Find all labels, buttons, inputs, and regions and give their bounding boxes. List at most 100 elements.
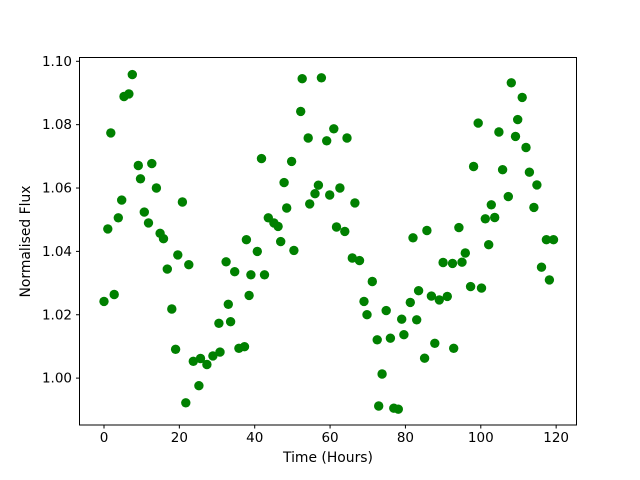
- data-point: [241, 235, 252, 245]
- data-point: [252, 246, 262, 257]
- data-point: [367, 276, 377, 287]
- data-point: [484, 240, 494, 250]
- data-point: [362, 310, 372, 320]
- data-point: [282, 203, 292, 213]
- data-point: [167, 304, 177, 314]
- data-point: [342, 133, 352, 143]
- plot-frame: [79, 57, 577, 426]
- data-point: [170, 344, 181, 354]
- data-point: [188, 356, 198, 366]
- data-point: [476, 283, 487, 293]
- data-point: [103, 224, 113, 234]
- data-point: [480, 214, 490, 224]
- data-point: [399, 330, 409, 340]
- data-point: [412, 315, 422, 325]
- data-point: [305, 199, 315, 209]
- data-point: [513, 114, 523, 125]
- data-point: [517, 92, 527, 103]
- data-point: [447, 258, 458, 269]
- data-point: [335, 183, 345, 193]
- data-point: [195, 353, 206, 364]
- axis-tick-labels: 0 20 40 60 80 100 120 1.00 1.02 1.04 1.06 1.08 1.10: [42, 54, 569, 446]
- data-point: [173, 250, 183, 260]
- data-point: [162, 264, 172, 274]
- x-axis-label: Time (Hours): [282, 450, 373, 466]
- data-point: [497, 165, 508, 175]
- data-point: [276, 236, 286, 247]
- data-point: [532, 180, 542, 190]
- data-point: [322, 136, 332, 146]
- data-point: [347, 253, 357, 263]
- data-point: [381, 305, 391, 316]
- data-point: [133, 160, 143, 171]
- data-point: [457, 257, 467, 267]
- data-point: [279, 177, 289, 188]
- y-tick-label: 1.10: [42, 54, 72, 70]
- y-tick-label: 1.06: [42, 181, 72, 197]
- data-point: [259, 270, 270, 280]
- data-point: [385, 333, 396, 343]
- data-point: [181, 398, 191, 408]
- data-point: [541, 235, 552, 245]
- data-point: [147, 158, 157, 169]
- data-point: [325, 190, 335, 200]
- data-point: [202, 359, 212, 370]
- axis-ticks: [76, 60, 557, 429]
- data-point: [158, 234, 169, 244]
- data-point: [490, 212, 500, 223]
- data-point: [548, 235, 559, 245]
- data-point: [536, 262, 547, 272]
- data-point: [434, 295, 444, 305]
- data-point: [340, 226, 350, 237]
- data-point: [426, 291, 437, 301]
- x-tick-label: 0: [100, 430, 109, 446]
- x-tick-label: 120: [543, 430, 569, 446]
- data-point: [109, 289, 119, 300]
- y-tick-label: 1.04: [42, 244, 72, 260]
- data-points: [99, 69, 559, 414]
- data-point: [303, 133, 313, 143]
- data-point: [449, 343, 459, 353]
- data-point: [214, 318, 224, 328]
- data-point: [215, 347, 225, 357]
- data-point: [510, 131, 521, 142]
- data-point: [296, 106, 306, 117]
- y-tick-label: 1.02: [42, 307, 72, 323]
- data-point: [494, 127, 504, 137]
- y-tick-label: 1.08: [42, 117, 72, 133]
- data-point: [372, 335, 382, 345]
- data-point: [473, 118, 483, 128]
- data-point: [177, 197, 188, 207]
- x-tick-label: 100: [468, 430, 494, 446]
- data-point: [521, 142, 531, 153]
- data-point: [273, 221, 283, 232]
- data-point: [117, 195, 127, 205]
- data-point: [184, 260, 194, 270]
- data-point: [413, 286, 424, 296]
- data-point: [225, 317, 236, 327]
- data-point: [239, 342, 250, 352]
- data-point: [151, 183, 162, 193]
- data-point: [106, 128, 116, 138]
- data-point: [529, 202, 539, 213]
- data-point: [329, 124, 339, 134]
- data-point: [503, 191, 513, 202]
- y-axis-label: Normalised Flux: [18, 185, 34, 297]
- data-point: [194, 381, 204, 391]
- data-point: [135, 174, 146, 184]
- data-point: [486, 200, 496, 210]
- data-point: [524, 167, 535, 177]
- data-point: [286, 156, 297, 167]
- data-point: [297, 74, 307, 84]
- data-point: [246, 270, 256, 280]
- data-point: [377, 369, 387, 379]
- data-point: [350, 198, 360, 208]
- data-point: [256, 153, 267, 164]
- x-tick-label: 20: [171, 430, 188, 446]
- data-point: [397, 314, 407, 324]
- data-point: [127, 69, 137, 80]
- data-point: [454, 222, 464, 233]
- data-point: [544, 275, 555, 285]
